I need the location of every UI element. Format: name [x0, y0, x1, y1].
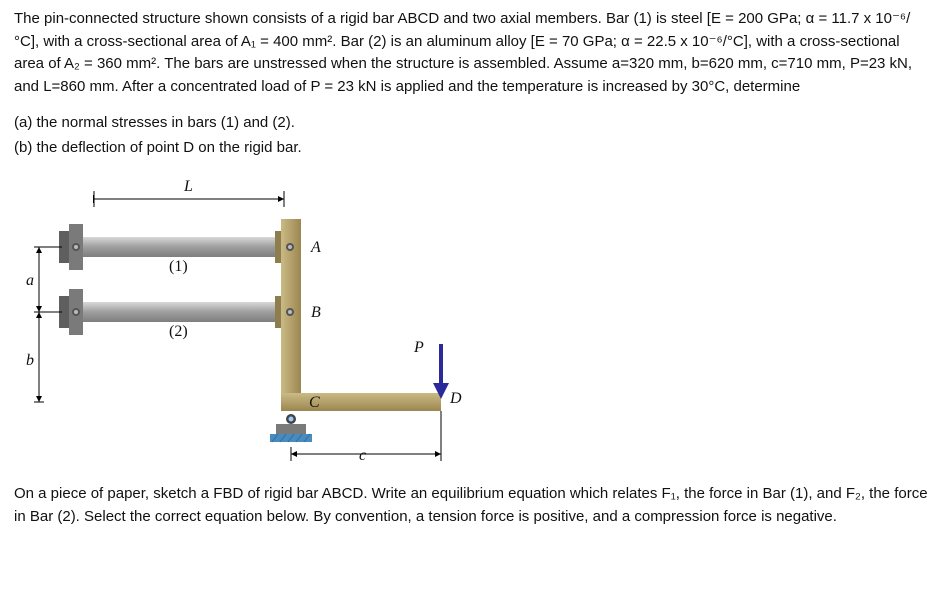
label-c: c [359, 444, 366, 468]
questions-block: (a) the normal stresses in bars (1) and … [14, 112, 928, 159]
label-bar2: (2) [169, 320, 188, 344]
question-a: (a) the normal stresses in bars (1) and … [14, 112, 928, 135]
structure-figure: L A B C D P a b c (1) (2) [14, 169, 474, 469]
label-D: D [450, 387, 462, 411]
problem-paragraph: The pin-connected structure shown consis… [14, 10, 912, 95]
label-a: a [26, 269, 34, 293]
instruction-paragraph: On a piece of paper, sketch a FBD of rig… [14, 485, 928, 525]
label-bar1: (1) [169, 255, 188, 279]
label-C: C [309, 391, 320, 415]
question-b: (b) the deflection of point D on the rig… [14, 137, 928, 160]
instruction-text: On a piece of paper, sketch a FBD of rig… [14, 483, 928, 528]
label-A: A [311, 236, 321, 260]
label-B: B [311, 301, 321, 325]
label-L: L [184, 175, 193, 199]
label-b: b [26, 349, 34, 373]
problem-statement: The pin-connected structure shown consis… [14, 8, 928, 98]
label-P: P [414, 336, 424, 360]
